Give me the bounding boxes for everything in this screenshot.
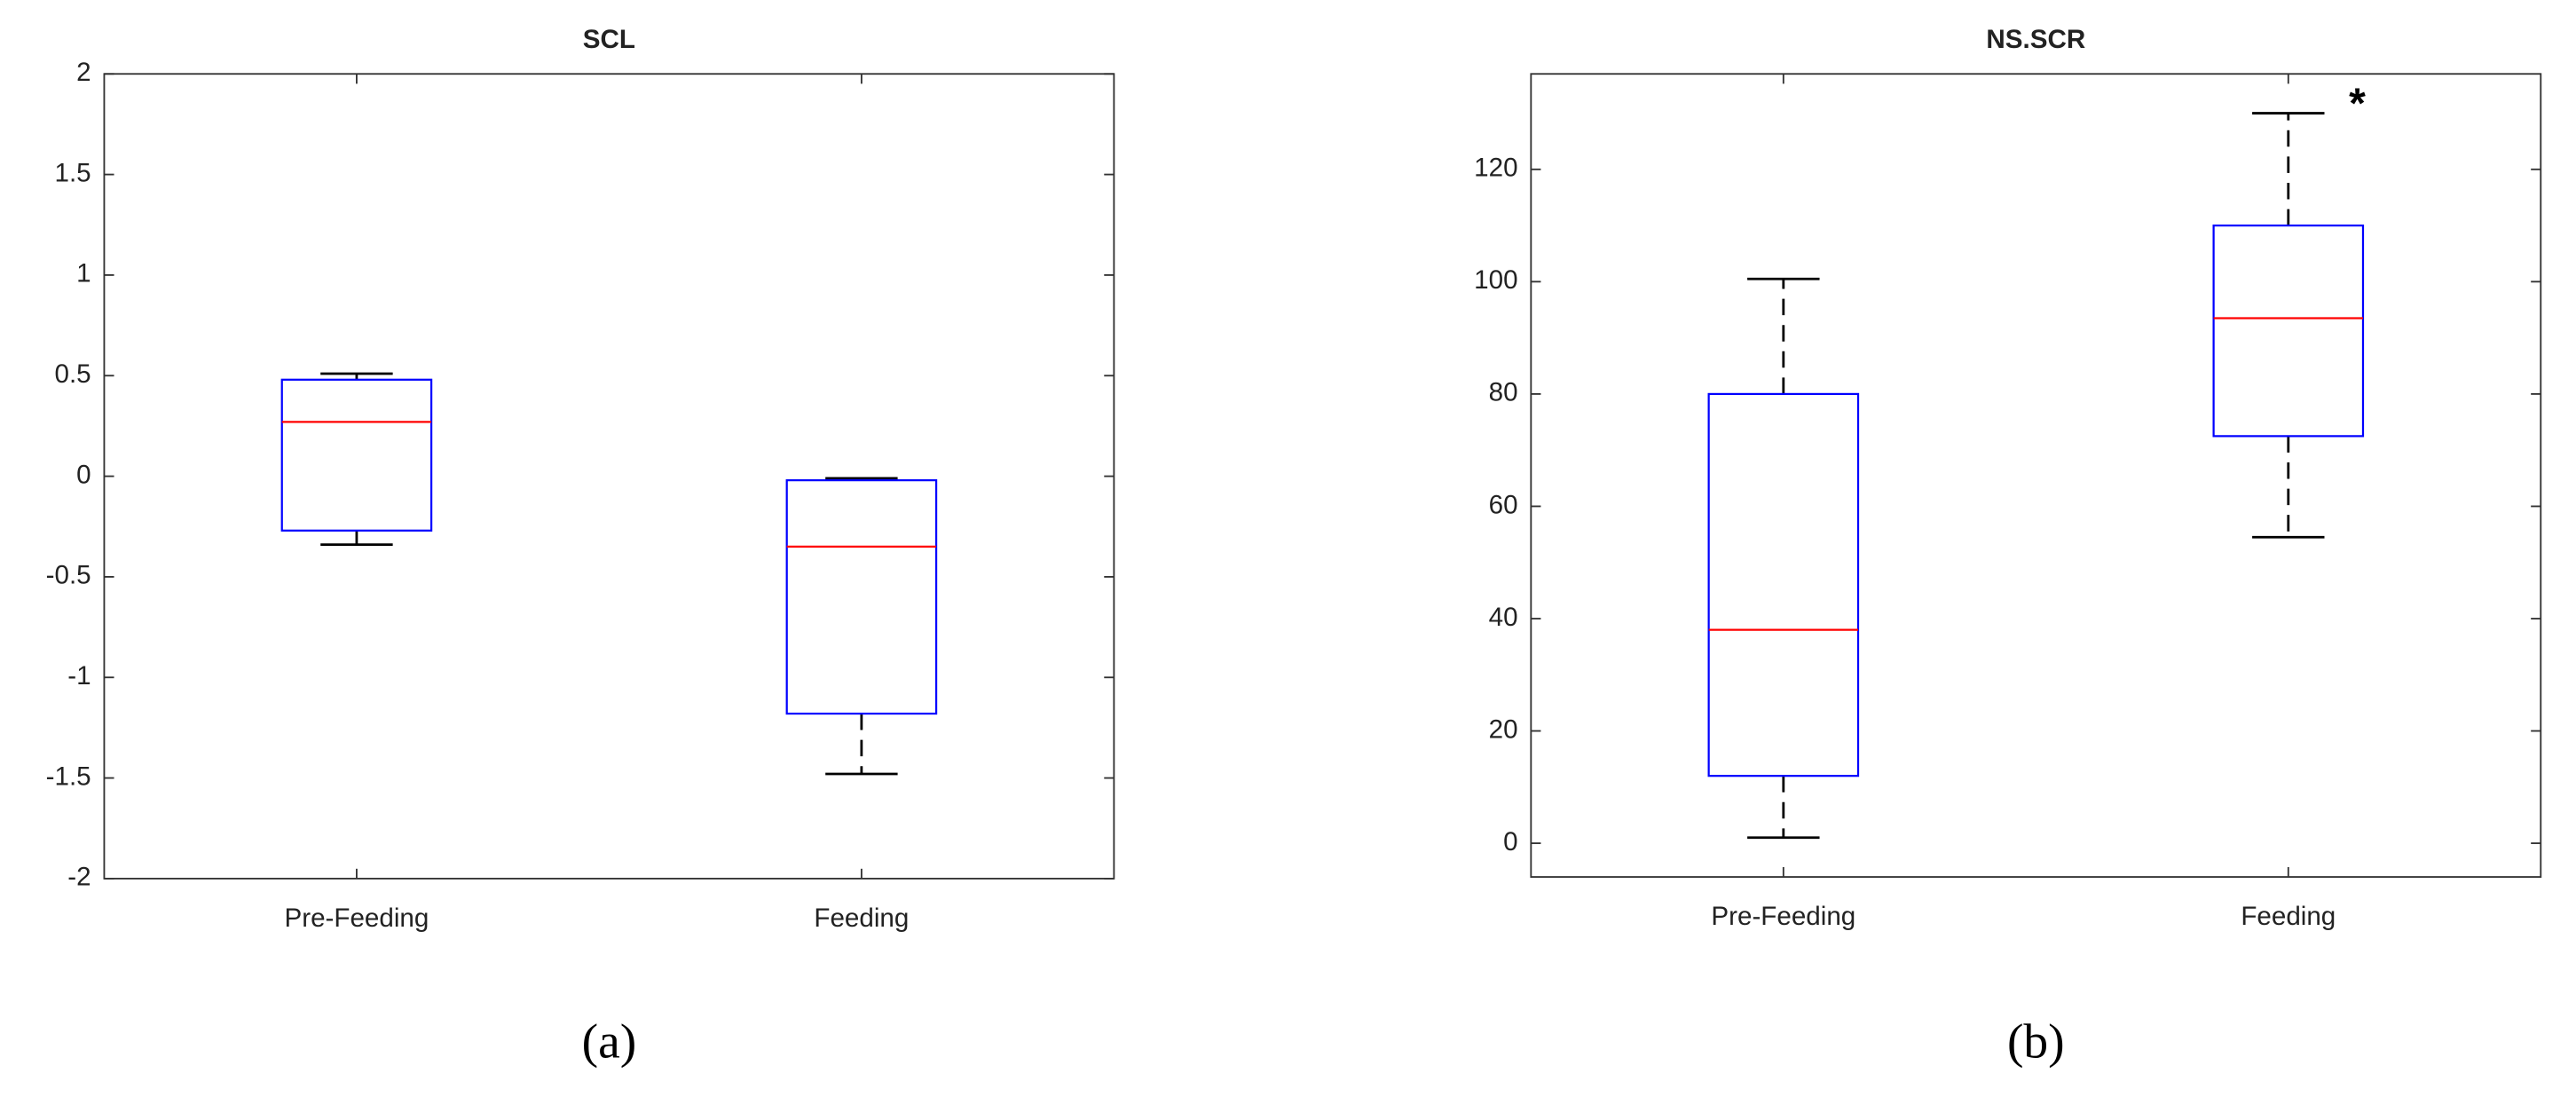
- y-tick-label: 1.5: [54, 158, 91, 187]
- box: [785, 479, 938, 715]
- x-tick-label: Feeding: [814, 904, 909, 933]
- y-tick-label: 0.5: [54, 359, 91, 389]
- annotation: *: [2349, 80, 2366, 128]
- chart-title: NS.SCR: [1986, 25, 2085, 54]
- y-tick-label: 40: [1489, 603, 1518, 632]
- y-tick-label: 2: [76, 58, 91, 87]
- x-tick-label: Pre-Feeding: [284, 904, 429, 933]
- box: [2212, 224, 2365, 438]
- y-tick-label: 120: [1474, 154, 1517, 183]
- x-tick-label: Feeding: [2241, 902, 2336, 931]
- y-tick-label: -0.5: [46, 561, 91, 590]
- y-tick-label: 1: [76, 259, 91, 288]
- plot-frame: [1530, 73, 2542, 878]
- box: [1707, 392, 1860, 777]
- x-tick-label: Pre-Feeding: [1711, 902, 1855, 931]
- plot-frame: [103, 73, 1115, 880]
- caption: (a): [582, 1014, 637, 1069]
- y-tick-label: 100: [1474, 265, 1517, 295]
- box: [280, 378, 433, 532]
- y-tick-label: 0: [76, 460, 91, 489]
- y-tick-label: 0: [1503, 827, 1517, 856]
- chart-title: SCL: [583, 25, 635, 54]
- y-tick-label: -1.5: [46, 762, 91, 791]
- caption: (b): [2007, 1014, 2065, 1069]
- y-tick-label: 80: [1489, 378, 1518, 407]
- y-tick-label: -1: [67, 661, 91, 691]
- y-tick-label: 20: [1489, 714, 1518, 744]
- y-tick-label: 60: [1489, 490, 1518, 519]
- y-tick-label: -2: [67, 863, 91, 892]
